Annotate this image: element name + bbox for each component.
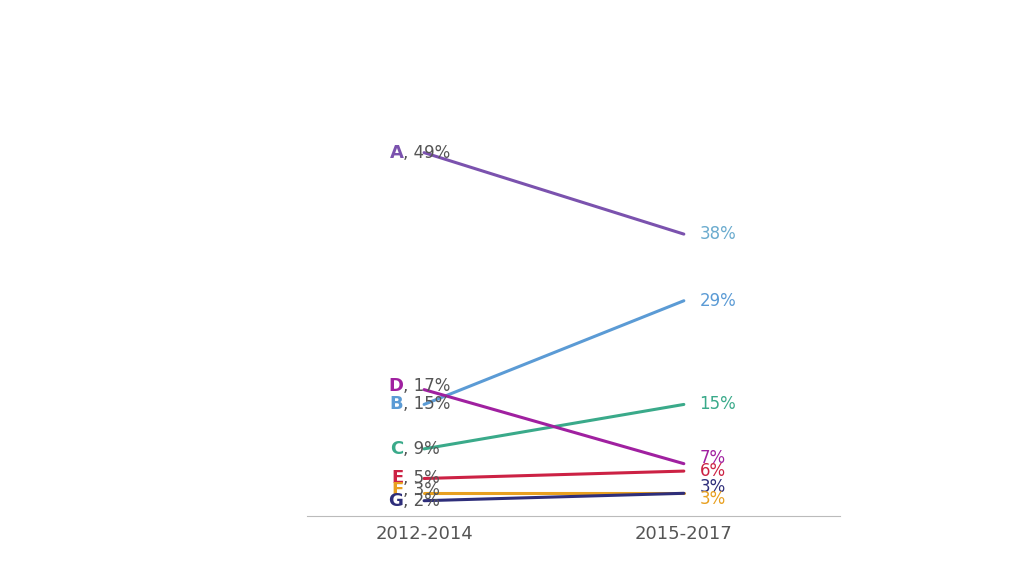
Text: D: D	[388, 377, 403, 395]
Text: A: A	[389, 143, 403, 162]
Text: , 9%: , 9%	[403, 440, 440, 458]
Text: , 3%: , 3%	[403, 480, 440, 499]
Text: B: B	[390, 396, 403, 414]
Text: , 5%: , 5%	[403, 469, 440, 487]
Text: 6%: 6%	[699, 462, 726, 480]
Text: C: C	[390, 440, 403, 458]
Text: 3%: 3%	[699, 490, 726, 508]
Text: 3%: 3%	[699, 479, 726, 497]
Text: F: F	[391, 480, 403, 499]
Text: G: G	[388, 492, 403, 510]
Text: , 49%: , 49%	[403, 143, 451, 162]
Text: 29%: 29%	[699, 292, 736, 310]
Text: 38%: 38%	[699, 225, 736, 243]
Text: E: E	[391, 469, 403, 487]
Text: , 2%: , 2%	[403, 492, 440, 510]
Text: , 15%: , 15%	[403, 396, 451, 414]
Text: ABC-Funded Research: ABC-Funded Research	[18, 20, 536, 62]
Text: 15%: 15%	[699, 396, 736, 414]
Text: , 17%: , 17%	[403, 377, 451, 395]
Text: 7%: 7%	[699, 449, 726, 467]
Text: depict data studio: depict data studio	[18, 547, 189, 564]
